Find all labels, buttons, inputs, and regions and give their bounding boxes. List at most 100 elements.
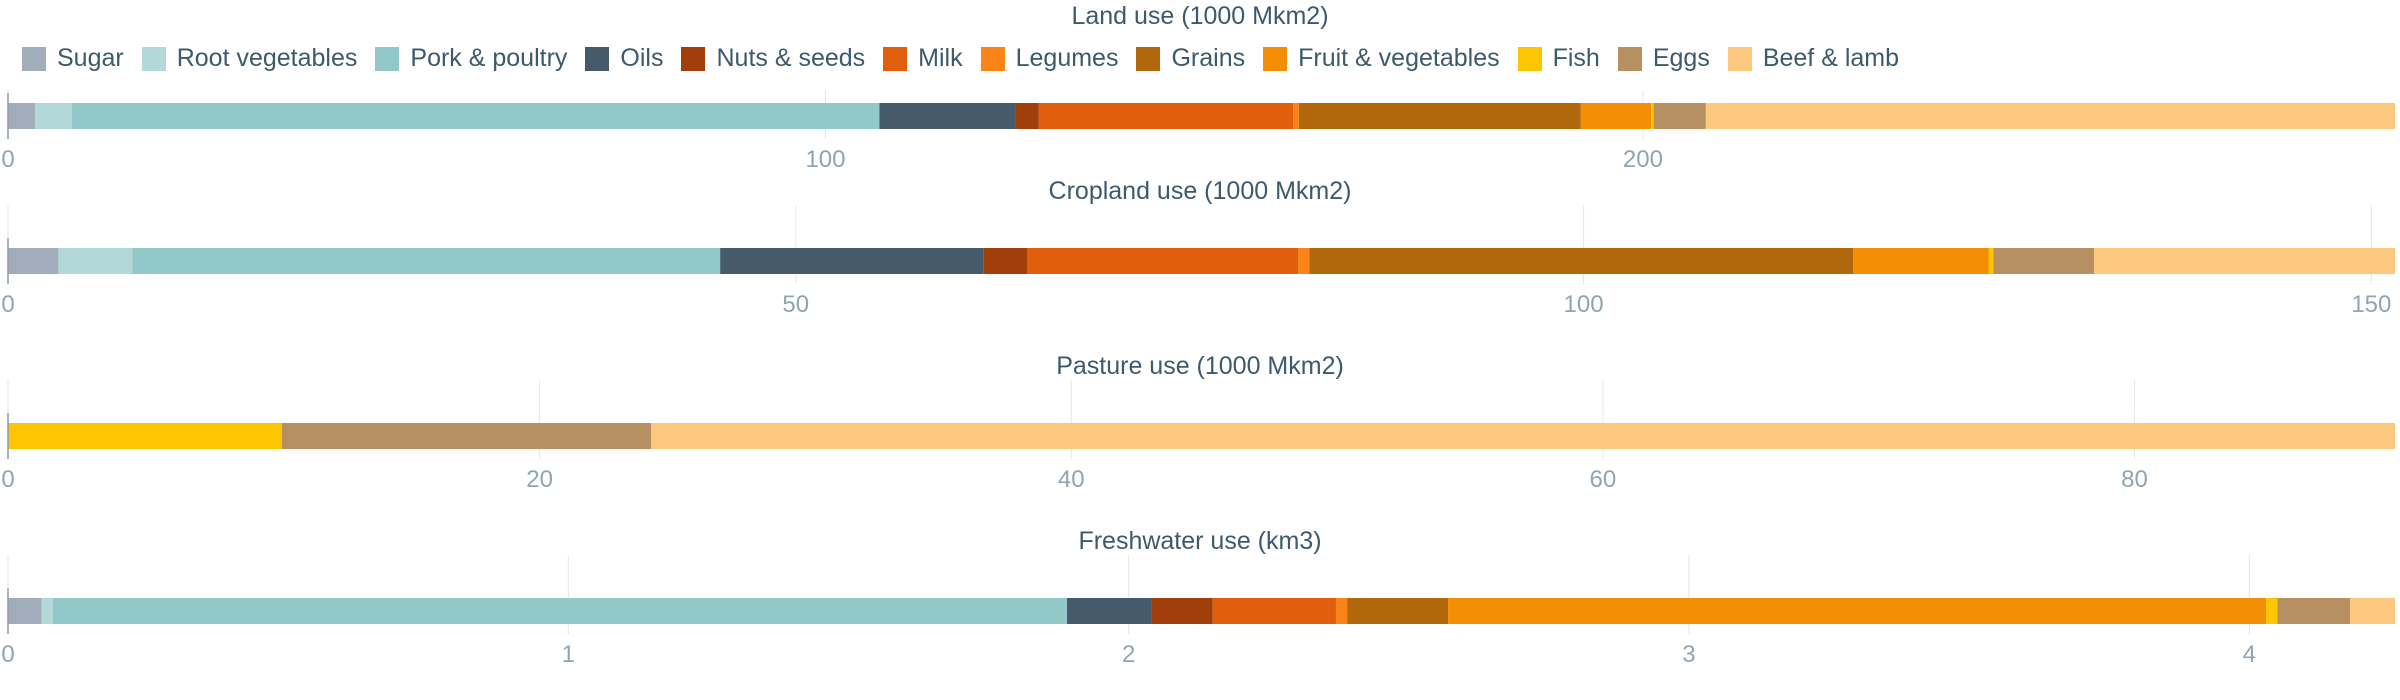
bar-segment[interactable] — [1580, 103, 1652, 129]
bar-segment[interactable] — [1335, 598, 1348, 624]
bar-segment[interactable] — [1653, 103, 1706, 129]
bar-segment[interactable] — [52, 598, 1068, 624]
panel: Land use (1000 Mkm2) 0 100 200 — [1, 2, 2395, 173]
legend-item[interactable]: Pork & poultry — [375, 44, 567, 73]
bar-segment[interactable] — [1651, 103, 1654, 129]
tick-label: 0 — [1, 146, 14, 173]
bar-segment[interactable] — [1993, 248, 2095, 274]
bar-segment[interactable] — [1298, 103, 1581, 129]
bar-segment[interactable] — [8, 103, 35, 129]
bar-segment[interactable] — [1067, 598, 1152, 624]
tick-label: 80 — [2121, 466, 2148, 493]
tick-label: 50 — [782, 291, 809, 318]
bar-segment[interactable] — [1015, 103, 1039, 129]
bar-segment[interactable] — [1151, 598, 1213, 624]
legend-label: Pork & poultry — [410, 44, 568, 72]
panel-title: Cropland use (1000 Mkm2) — [1049, 177, 1352, 205]
panel: Freshwater use (km3) 0 1 2 3 4 — [1, 527, 2395, 668]
legend-item[interactable]: Sugar — [22, 44, 124, 73]
legend-label: Fish — [1552, 44, 1600, 72]
tick-label: 0 — [1, 466, 14, 493]
tick-label: 4 — [2243, 641, 2256, 668]
legend-label: Fruit & vegetables — [1298, 44, 1500, 72]
legend-label: Oils — [620, 44, 664, 72]
bar-segment[interactable] — [34, 103, 72, 129]
legend-item[interactable]: Oils — [585, 44, 663, 73]
bar-segment[interactable] — [651, 423, 2395, 449]
legend-swatch — [1617, 46, 1642, 71]
legend-swatch — [980, 46, 1005, 71]
bar-segment[interactable] — [1988, 248, 1994, 274]
legend-item[interactable]: Grains — [1136, 44, 1245, 73]
bar-segment[interactable] — [132, 248, 721, 274]
panel: Pasture use (1000 Mkm2) 0 20 40 60 80 — [1, 352, 2395, 493]
legend-label: Sugar — [57, 44, 124, 72]
legend-label: Milk — [918, 44, 963, 72]
bar-segment[interactable] — [8, 423, 282, 449]
legend-label: Root vegetables — [176, 44, 358, 72]
bar-segment[interactable] — [983, 248, 1028, 274]
panel: Cropland use (1000 Mkm2) 0 50 100 150 — [1, 177, 2395, 318]
tick-label: 200 — [1623, 146, 1663, 173]
legend-swatch — [883, 46, 908, 71]
tick-label: 20 — [526, 466, 553, 493]
legend-swatch — [585, 46, 610, 71]
legend-swatch — [22, 46, 46, 71]
legend-item[interactable]: Fish — [1517, 44, 1600, 73]
bar-segment[interactable] — [879, 103, 1016, 129]
legend-item[interactable]: Eggs — [1617, 44, 1710, 73]
legend-item[interactable]: Milk — [883, 44, 963, 73]
legend-swatch — [1727, 46, 1752, 71]
legend-item[interactable]: Beef & lamb — [1727, 44, 1900, 73]
tick-label: 40 — [1058, 466, 1085, 493]
bar-segment[interactable] — [41, 598, 53, 624]
legend-label: Nuts & seeds — [716, 44, 866, 72]
bar-segment[interactable] — [1293, 103, 1299, 129]
legend-label: Legumes — [1015, 44, 1119, 72]
legend-swatch — [141, 46, 166, 71]
panel-title: Pasture use (1000 Mkm2) — [1056, 352, 1344, 380]
bar-segment[interactable] — [720, 248, 984, 274]
legend-label: Eggs — [1652, 44, 1710, 72]
legend-item[interactable]: Nuts & seeds — [681, 44, 865, 73]
bar-segment[interactable] — [58, 248, 133, 274]
bar-segment[interactable] — [1853, 248, 1989, 274]
bar-segment[interactable] — [1027, 248, 1299, 274]
legend-swatch — [375, 46, 400, 71]
legend-label: Beef & lamb — [1762, 44, 1900, 72]
bar-segment[interactable] — [2094, 248, 2395, 274]
bar-segment[interactable] — [2266, 598, 2278, 624]
tick-label: 100 — [1564, 291, 1604, 318]
legend-swatch — [681, 46, 706, 71]
tick-label: 150 — [2351, 291, 2391, 318]
legend-item[interactable]: Fruit & vegetables — [1263, 44, 1500, 73]
legend-label: Grains — [1171, 44, 1246, 72]
bar-segment[interactable] — [1212, 598, 1336, 624]
bar-segment[interactable] — [1347, 598, 1449, 624]
bar-segment[interactable] — [2350, 598, 2395, 624]
bar-segment[interactable] — [281, 423, 652, 449]
bar-segment[interactable] — [8, 598, 42, 624]
tick-label: 2 — [1122, 641, 1135, 668]
bar-segment[interactable] — [1705, 103, 2395, 129]
legend-swatch — [1136, 46, 1161, 71]
bar-segment[interactable] — [8, 248, 59, 274]
tick-label: 1 — [562, 641, 575, 668]
tick-label: 60 — [1590, 466, 1617, 493]
bar-segment[interactable] — [71, 103, 880, 129]
bar-segment[interactable] — [1448, 598, 2267, 624]
legend-item[interactable]: Legumes — [980, 44, 1119, 73]
legend: Sugar Root vegetables Pork & poultry Oils Nu… — [22, 44, 1917, 73]
tick-label: 3 — [1682, 641, 1695, 668]
tick-label: 0 — [1, 641, 14, 668]
bar-segment[interactable] — [2277, 598, 2351, 624]
legend-item[interactable]: Root vegetables — [141, 44, 358, 73]
legend-swatch — [1263, 46, 1288, 71]
tick-label: 100 — [805, 146, 845, 173]
bar-segment[interactable] — [1038, 103, 1294, 129]
bar-segment[interactable] — [1309, 248, 1854, 274]
bar-segment[interactable] — [1298, 248, 1310, 274]
panel-title: Land use (1000 Mkm2) — [1071, 2, 1328, 30]
tick-label: 0 — [1, 291, 14, 318]
